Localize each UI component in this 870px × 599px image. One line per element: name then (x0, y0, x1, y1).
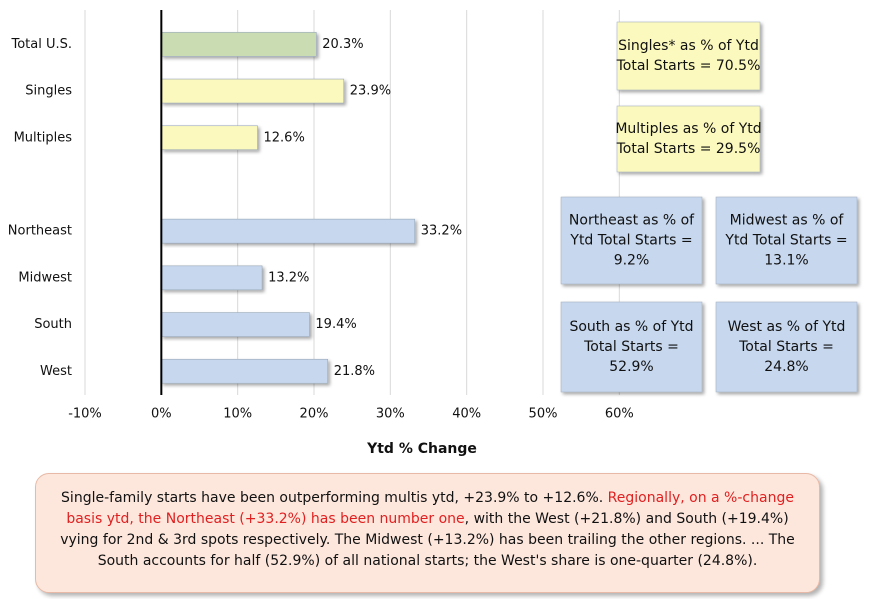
chart: Ytd % Change -10% 0% 10% 20% 30% 40% 50% 60% Tot… (8, 10, 858, 457)
bar (161, 78, 345, 104)
bar (161, 312, 310, 337)
annotation-text: Midwest as % of (730, 213, 845, 229)
bar (161, 125, 258, 151)
caption-text: Single-family starts have been outperfor… (61, 490, 608, 506)
x-tick-label: 20% (300, 407, 329, 422)
x-axis-title: Ytd % Change (366, 441, 477, 457)
x-tick-label: 50% (529, 407, 558, 422)
annotation-box (715, 301, 858, 393)
annotation-text: Multiples as % of Ytd (615, 121, 761, 137)
caption: Single-family starts have been outperfor… (35, 473, 820, 593)
bar (161, 218, 416, 244)
caption-text: , with the West (+21.8%) and South (+19.… (60, 511, 795, 569)
annotation-text: 13.1% (764, 253, 808, 269)
y-tick-label: Total U.S. (10, 37, 72, 52)
annotation-text: 9.2% (614, 253, 650, 269)
bar (161, 358, 329, 384)
value-label: 19.4% (315, 317, 356, 332)
annotation-text: Total Starts = (583, 339, 679, 355)
y-tick-label: Northeast (8, 224, 72, 239)
annotation-box (560, 196, 703, 285)
value-label: 33.2% (421, 224, 462, 239)
annotation-text: 24.8% (764, 359, 808, 375)
caption-text: Regionally, on a %-change basis ytd, the… (66, 490, 794, 527)
annotation-text: Northeast as % of (569, 213, 695, 229)
value-label: 13.2% (268, 270, 309, 285)
x-tick-label: 0% (151, 407, 172, 422)
bar (161, 32, 317, 57)
x-tick-label: -10% (68, 407, 102, 422)
annotation-box (616, 21, 761, 91)
value-label: 12.6% (264, 130, 305, 145)
bar (161, 265, 263, 291)
value-label: 20.3% (322, 37, 363, 52)
annotation-text: Total Starts = 29.5% (616, 141, 761, 157)
annotation-box (715, 196, 858, 285)
x-tick-label: 60% (605, 407, 634, 422)
annotation-text: West as % of Ytd (728, 319, 846, 335)
annotation-text: South as % of Ytd (569, 319, 693, 335)
y-tick-label: Midwest (18, 270, 72, 285)
x-tick-label: 30% (376, 407, 405, 422)
x-tick-label: 40% (452, 407, 481, 422)
value-label: 21.8% (334, 364, 375, 379)
x-tick-label: 10% (223, 407, 252, 422)
y-tick-label: West (40, 364, 72, 379)
y-tick-label: Multiples (14, 130, 73, 145)
annotation-text: Ytd Total Starts = (724, 233, 847, 249)
value-label: 23.9% (350, 84, 391, 99)
y-tick-label: South (34, 317, 72, 332)
y-tick-label: Singles (25, 84, 72, 99)
annotation-box (616, 105, 761, 173)
annotation-text: Singles* as % of Ytd (618, 38, 759, 54)
annotation-text: Total Starts = 70.5% (616, 58, 761, 74)
annotation-box (560, 301, 703, 393)
annotation-text: Ytd Total Starts = (569, 233, 692, 249)
annotation-text: 52.9% (609, 359, 653, 375)
annotation-text: Total Starts = (738, 339, 834, 355)
